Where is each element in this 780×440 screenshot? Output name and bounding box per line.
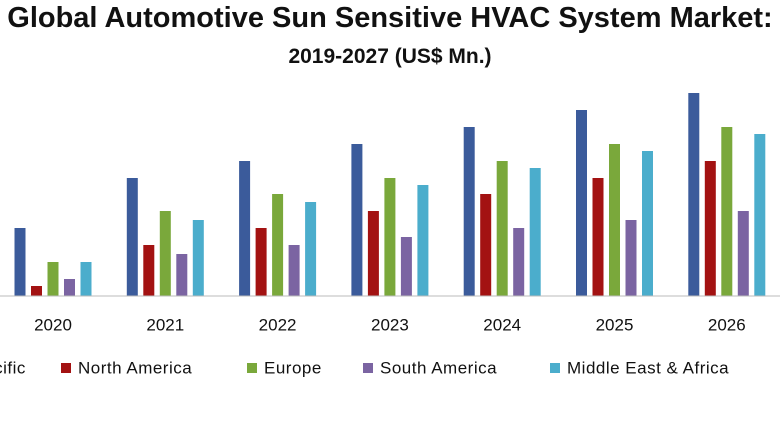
bar: [609, 144, 620, 296]
legend-label: North America: [78, 358, 192, 377]
bar: [529, 168, 541, 296]
bar: [704, 161, 716, 296]
x-tick-label: 2022: [259, 315, 297, 334]
bar: [400, 237, 412, 296]
legend-swatch: [61, 363, 71, 373]
title-block: Global Automotive Sun Sensitive HVAC Sys…: [0, 0, 780, 75]
bar: [754, 134, 766, 296]
bar: [642, 151, 653, 296]
x-tick-label: 2021: [146, 315, 184, 334]
bar: [143, 245, 155, 296]
bar: [14, 228, 26, 296]
bar: [625, 220, 637, 296]
bar: [272, 194, 284, 296]
bar: [367, 211, 379, 296]
legend-label: Asia Pacific: [0, 358, 26, 377]
bar: [351, 144, 363, 296]
bar: [417, 185, 429, 296]
x-tick-label: 2020: [34, 315, 72, 334]
bar: [80, 262, 92, 296]
bar: [255, 228, 267, 296]
bar: [463, 127, 475, 296]
bar: [305, 202, 317, 296]
bar: [496, 161, 508, 296]
bar: [737, 211, 749, 296]
x-tick-label: 2026: [708, 315, 746, 334]
bar: [688, 93, 700, 296]
bar: [592, 178, 604, 296]
legend-label: South America: [380, 358, 497, 377]
chart-subtitle: 2019-2027 (US$ Mn.): [288, 45, 492, 68]
legend-swatch: [247, 363, 257, 373]
bar: [126, 178, 138, 296]
bar: [239, 161, 251, 296]
bar: [64, 279, 75, 296]
bar: [159, 211, 171, 296]
x-tick-label: 2024: [483, 315, 521, 334]
legend-swatch: [363, 363, 373, 373]
bar: [480, 194, 492, 296]
bar: [288, 245, 300, 296]
bar: [31, 286, 42, 296]
x-tick-label: 2023: [371, 315, 409, 334]
bar: [47, 262, 59, 296]
bar: [192, 220, 204, 296]
chart-title: Global Automotive Sun Sensitive HVAC Sys…: [7, 2, 773, 34]
bar: [721, 127, 733, 296]
legend-label: Europe: [264, 358, 322, 377]
legend-swatch: [550, 363, 560, 373]
bar: [384, 178, 396, 296]
bar: [576, 110, 587, 296]
x-tick-label: 2025: [596, 315, 634, 334]
bar: [513, 228, 525, 296]
bar: [176, 254, 188, 296]
legend-label: Middle East & Africa: [567, 358, 729, 377]
